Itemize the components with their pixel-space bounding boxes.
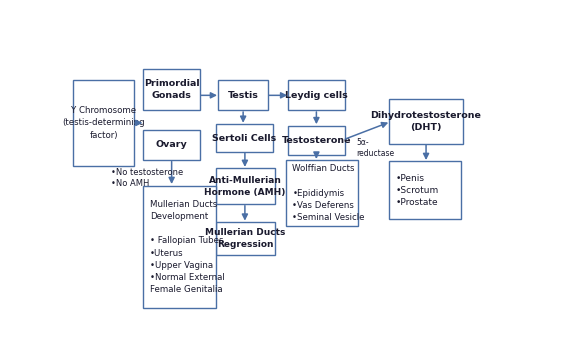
Text: Primordial
Gonads: Primordial Gonads	[144, 79, 199, 100]
Text: Sertoli Cells: Sertoli Cells	[212, 134, 276, 142]
FancyBboxPatch shape	[216, 222, 275, 255]
Text: Anti-Mullerian
Hormone (AMH): Anti-Mullerian Hormone (AMH)	[204, 176, 286, 197]
Text: Testis: Testis	[228, 91, 258, 100]
Text: •No testosterone
•No AMH: •No testosterone •No AMH	[111, 168, 183, 188]
FancyBboxPatch shape	[288, 80, 345, 111]
Text: Testosterone: Testosterone	[282, 136, 351, 145]
FancyBboxPatch shape	[389, 161, 461, 219]
Text: Leydig cells: Leydig cells	[285, 91, 348, 100]
FancyBboxPatch shape	[73, 80, 134, 166]
FancyBboxPatch shape	[216, 168, 275, 204]
Text: Y Chromosome
(testis-determining
factor): Y Chromosome (testis-determining factor)	[62, 106, 145, 140]
FancyBboxPatch shape	[389, 100, 464, 144]
Text: Mullerian Ducts
Regression: Mullerian Ducts Regression	[205, 228, 285, 249]
FancyBboxPatch shape	[216, 124, 273, 152]
Text: Wolffian Ducts

•Epididymis
•Vas Deferens
•Seminal Vesicle: Wolffian Ducts •Epididymis •Vas Deferens…	[292, 164, 365, 222]
FancyBboxPatch shape	[218, 80, 268, 111]
FancyBboxPatch shape	[143, 69, 200, 111]
Text: •Penis
•Scrotum
•Prostate: •Penis •Scrotum •Prostate	[395, 174, 439, 207]
FancyBboxPatch shape	[288, 126, 345, 155]
Text: Mullerian Ducts
Development

• Fallopian Tubes
•Uterus
•Upper Vagina
•Normal Ext: Mullerian Ducts Development • Fallopian …	[149, 200, 225, 294]
FancyBboxPatch shape	[143, 186, 216, 308]
Text: Ovary: Ovary	[156, 140, 187, 149]
FancyBboxPatch shape	[286, 160, 358, 226]
Text: 5α-
reductase: 5α- reductase	[356, 138, 394, 158]
Text: Dihydrotestosterone
(DHT): Dihydrotestosterone (DHT)	[371, 111, 482, 132]
FancyBboxPatch shape	[143, 130, 200, 160]
